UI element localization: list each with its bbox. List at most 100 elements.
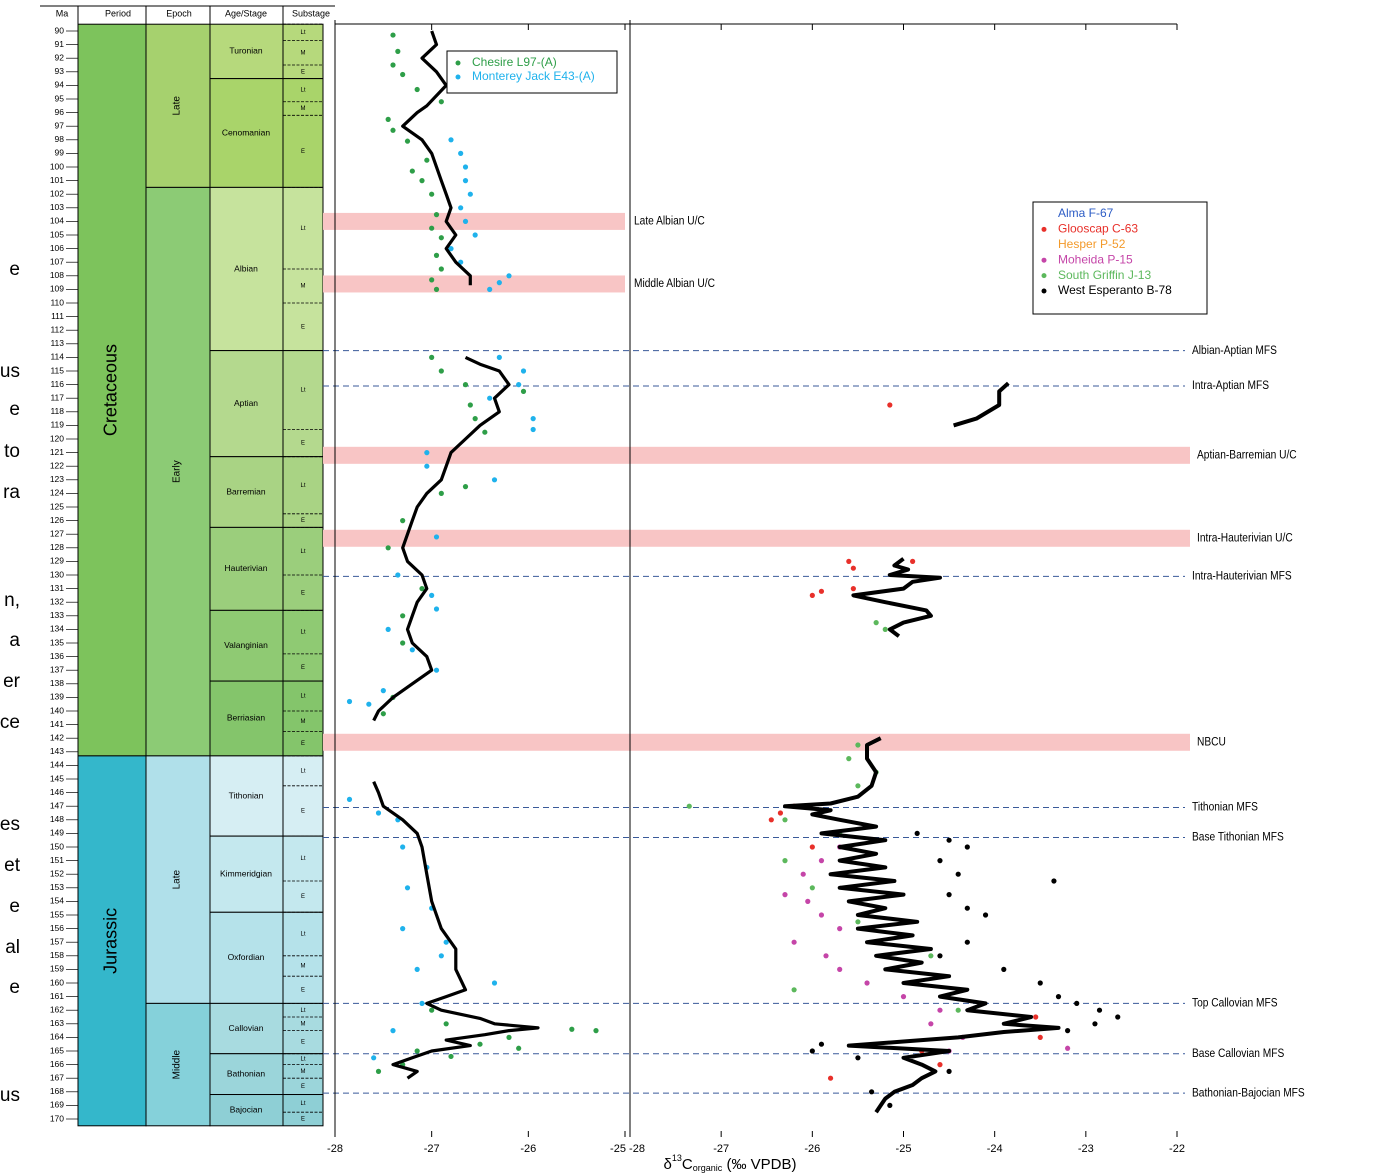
period — [77, 755, 147, 1127]
y-tick-label: 146 — [50, 787, 64, 797]
data-point — [506, 273, 512, 279]
x-axis-label-part: 13 — [672, 1153, 682, 1163]
curve — [783, 381, 1061, 1114]
y-tick-label: 154 — [50, 896, 64, 906]
data-point — [462, 178, 469, 184]
substage-label: E — [301, 987, 305, 993]
legend-label: Moheida P-15 — [1058, 252, 1133, 266]
y-tick-label: 152 — [50, 868, 64, 878]
stage-label: Hauterivian — [225, 563, 268, 573]
data-point — [887, 1102, 893, 1108]
data-point — [390, 127, 396, 133]
stage-label: Bajocian — [230, 1104, 263, 1114]
data-point — [955, 871, 961, 877]
data-point — [409, 647, 415, 653]
x-tick-label: -27 — [424, 1143, 440, 1155]
legend-label: Glooscap C-63 — [1058, 222, 1138, 236]
x-axis-label: δ13Corganic (‰ VPDB) — [664, 1153, 797, 1173]
legend-label: South Griffin J-13 — [1058, 268, 1151, 282]
data-point — [837, 966, 843, 973]
y-tick-label: 102 — [50, 188, 64, 198]
legend-marker — [1041, 288, 1047, 294]
y-tick-label: 135 — [50, 637, 64, 647]
epoch-label: Late — [172, 96, 183, 116]
data-point — [404, 138, 411, 144]
data-point — [400, 926, 406, 932]
data-point — [928, 1021, 934, 1027]
data-point — [873, 620, 879, 626]
data-point — [462, 382, 469, 388]
y-tick-label: 160 — [50, 977, 64, 987]
data-point — [346, 796, 353, 803]
legend-box — [1032, 201, 1208, 315]
legend-label: Monterey Jack E43-(A) — [472, 69, 595, 83]
surface-label: Base Callovian MFS — [1192, 1047, 1284, 1060]
data-point — [433, 286, 440, 292]
cropped-text: to — [4, 441, 20, 462]
y-tick-label: 126 — [50, 515, 64, 525]
cropped-text: et — [4, 855, 21, 876]
data-point — [937, 953, 943, 959]
data-point — [864, 980, 870, 986]
data-point — [487, 286, 493, 292]
data-point — [516, 1045, 522, 1051]
data-point — [496, 354, 502, 360]
y-tick-label: 167 — [50, 1072, 64, 1082]
y-tick-label: 123 — [50, 474, 64, 484]
x-tick-label: -23 — [1078, 1143, 1094, 1155]
data-point — [429, 277, 435, 283]
data-point — [433, 534, 440, 540]
data-point — [443, 939, 449, 945]
y-tick-label: 148 — [50, 814, 64, 824]
y-tick-label: 163 — [50, 1018, 64, 1028]
cropped-text: e — [9, 259, 20, 280]
y-tick-label: 107 — [50, 256, 64, 266]
y-tick-label: 137 — [50, 664, 64, 674]
y-tick-label: 97 — [55, 120, 65, 130]
data-point — [433, 252, 440, 258]
substage-label: E — [301, 894, 305, 900]
y-tick-label: 170 — [50, 1113, 64, 1123]
y-tick-label: 119 — [50, 420, 64, 430]
y-tick-label: 161 — [50, 991, 64, 1001]
header-epoch: Epoch — [166, 8, 192, 18]
y-tick-label: 131 — [50, 583, 64, 593]
data-point — [414, 86, 420, 93]
data-point — [1115, 1014, 1121, 1020]
data-point — [593, 1028, 599, 1034]
data-point — [385, 626, 391, 633]
data-point — [516, 382, 522, 388]
y-tick-label: 145 — [50, 773, 64, 783]
substage-label: M — [301, 1021, 306, 1027]
data-point — [380, 688, 386, 694]
epoch — [145, 186, 211, 757]
y-tick-label: 128 — [50, 542, 64, 552]
data-point — [472, 416, 478, 422]
epoch-label: Late — [172, 869, 183, 889]
data-point — [438, 368, 444, 374]
data-point — [1055, 994, 1062, 1000]
data-point — [1051, 878, 1057, 884]
data-point — [438, 490, 444, 496]
data-point — [491, 477, 498, 483]
cropped-text: a — [9, 630, 20, 651]
cropped-text: al — [5, 937, 20, 958]
cropped-text: ra — [3, 482, 20, 503]
data-point — [419, 1000, 425, 1007]
data-point — [1074, 1000, 1080, 1007]
data-point — [448, 1053, 454, 1060]
data-point — [850, 586, 856, 592]
cropped-text: us — [0, 361, 20, 382]
y-tick-label: 168 — [50, 1086, 64, 1096]
x-tick-label: -22 — [1169, 1143, 1185, 1155]
epoch — [145, 755, 211, 1004]
stage — [209, 1002, 324, 1055]
stage-label: Callovian — [229, 1023, 264, 1033]
data-point — [390, 62, 396, 68]
stage — [209, 350, 324, 458]
period — [77, 23, 147, 757]
data-point — [982, 912, 989, 918]
y-tick-label: 101 — [50, 175, 64, 185]
data-point — [462, 164, 469, 170]
data-point — [855, 783, 861, 789]
